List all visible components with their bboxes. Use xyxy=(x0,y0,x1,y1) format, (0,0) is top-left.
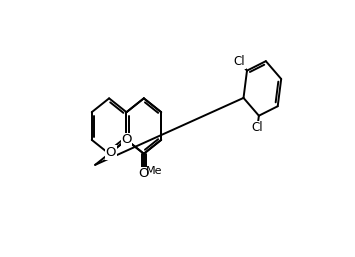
Text: O: O xyxy=(121,133,132,146)
Text: O: O xyxy=(138,167,149,180)
Text: Cl: Cl xyxy=(252,121,263,134)
Text: Cl: Cl xyxy=(233,55,245,68)
Text: O: O xyxy=(105,146,116,159)
Text: Me: Me xyxy=(146,166,162,176)
